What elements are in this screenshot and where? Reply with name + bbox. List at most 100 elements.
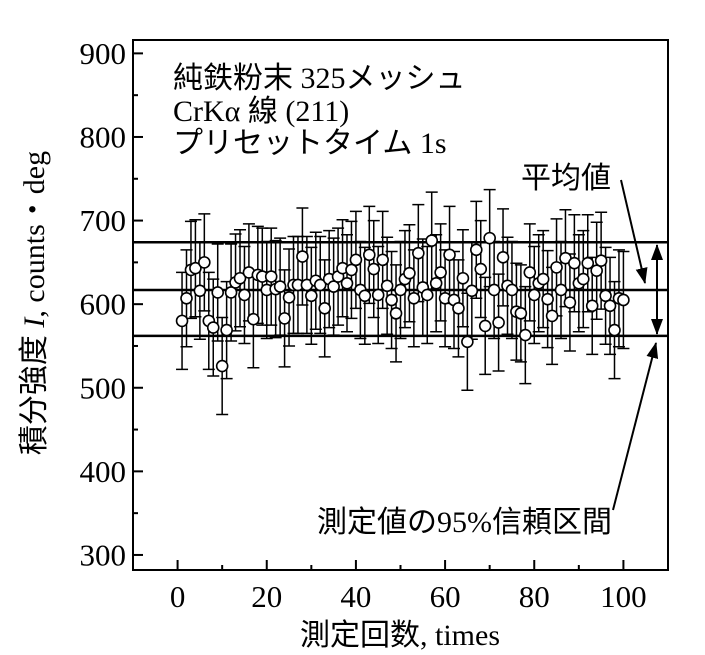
data-point bbox=[394, 283, 407, 297]
y-axis-label-unit: , counts・deg bbox=[18, 151, 51, 318]
data-point bbox=[443, 248, 456, 262]
data-point bbox=[367, 262, 381, 276]
data-point bbox=[215, 359, 229, 373]
data-point bbox=[523, 266, 537, 279]
data-point bbox=[376, 253, 389, 267]
mean-arrow bbox=[620, 179, 648, 284]
data-point bbox=[313, 278, 327, 292]
y-axis-label: 積分強度 I, counts・deg bbox=[18, 151, 51, 455]
y-tick-label: 900 bbox=[80, 36, 127, 71]
data-point bbox=[536, 272, 550, 286]
data-point bbox=[224, 286, 238, 299]
y-tick-label: 700 bbox=[80, 203, 127, 238]
mean-label: 平均値 bbox=[521, 162, 611, 195]
data-point bbox=[519, 328, 532, 342]
data-point bbox=[385, 293, 398, 307]
data-point bbox=[420, 288, 434, 302]
data-point bbox=[211, 286, 225, 299]
data-point bbox=[340, 276, 354, 290]
data-point bbox=[563, 296, 577, 309]
y-tick-label: 500 bbox=[80, 370, 127, 405]
data-point bbox=[478, 319, 492, 333]
data-point bbox=[278, 312, 291, 325]
data-point bbox=[487, 283, 501, 297]
y-axis-label-symbol: I bbox=[18, 316, 51, 329]
confidence-interval-label: 測定値の95%信頼区間 bbox=[317, 506, 612, 539]
y-tick-label: 300 bbox=[80, 537, 127, 572]
data-point bbox=[585, 299, 599, 313]
data-point bbox=[349, 253, 363, 267]
data-point bbox=[554, 283, 568, 297]
data-point bbox=[206, 321, 220, 334]
x-axis: 0 20 40 60 80 100 bbox=[170, 560, 647, 614]
y-tick-label: 800 bbox=[80, 119, 127, 154]
data-point bbox=[362, 248, 376, 262]
data-point bbox=[545, 309, 559, 323]
data-point bbox=[576, 272, 590, 286]
data-point bbox=[371, 288, 385, 302]
data-point bbox=[456, 271, 470, 285]
data-point bbox=[425, 234, 439, 247]
confidence-interval-arrow bbox=[612, 342, 659, 511]
data-point bbox=[220, 323, 233, 337]
data-point bbox=[452, 302, 465, 315]
data-point bbox=[412, 246, 425, 260]
data-point bbox=[389, 307, 403, 320]
data-point bbox=[318, 302, 332, 315]
data-point bbox=[327, 280, 340, 293]
sample-annotation: 純鉄粉末 325メッシュ bbox=[173, 62, 466, 95]
data-point bbox=[193, 284, 207, 298]
data-point bbox=[461, 335, 474, 349]
data-point bbox=[492, 316, 505, 329]
y-axis-label-text: 積分強度 bbox=[18, 328, 51, 456]
data-point bbox=[282, 291, 296, 304]
data-point bbox=[483, 231, 496, 245]
x-tick-label: 20 bbox=[251, 579, 282, 614]
data-point bbox=[238, 288, 251, 302]
data-point bbox=[617, 293, 630, 307]
data-point bbox=[541, 292, 554, 306]
data-point bbox=[581, 256, 595, 270]
data-point bbox=[305, 289, 318, 303]
y-tick-label: 400 bbox=[80, 454, 127, 489]
data-point bbox=[180, 292, 193, 305]
data-point bbox=[247, 312, 260, 326]
data-point bbox=[603, 299, 617, 313]
y-tick-label: 600 bbox=[80, 287, 127, 322]
data-point bbox=[273, 280, 287, 293]
data-point bbox=[608, 323, 621, 337]
data-point bbox=[296, 250, 309, 263]
data-point bbox=[514, 307, 528, 320]
data-point bbox=[568, 256, 581, 270]
preset-time-annotation: プリセットタイム 1s bbox=[173, 127, 447, 160]
data-point bbox=[474, 262, 488, 276]
data-point bbox=[380, 279, 394, 293]
data-point bbox=[594, 254, 608, 267]
data-point bbox=[233, 271, 247, 285]
data-point bbox=[599, 289, 612, 303]
data-point bbox=[505, 283, 519, 297]
data-point bbox=[358, 289, 372, 303]
data-point bbox=[189, 261, 202, 275]
x-axis-label: 測定回数, times bbox=[300, 619, 500, 652]
data-point bbox=[407, 292, 421, 305]
data-point bbox=[345, 263, 358, 277]
data-point bbox=[403, 266, 416, 280]
data-point bbox=[175, 314, 189, 328]
radiation-annotation: CrKα 線 (211) bbox=[173, 95, 349, 128]
data-point bbox=[496, 251, 510, 264]
data-point bbox=[429, 276, 443, 290]
x-tick-label: 0 bbox=[170, 579, 186, 614]
data-point bbox=[465, 284, 479, 298]
data-point bbox=[198, 256, 211, 269]
error-bars bbox=[176, 188, 630, 416]
data-point bbox=[590, 264, 603, 278]
data-point bbox=[264, 270, 278, 283]
data-point bbox=[550, 261, 563, 274]
data-point bbox=[434, 266, 447, 279]
data-point bbox=[469, 243, 483, 257]
y-axis: 300 400 500 600 700 800 900 bbox=[80, 36, 143, 572]
x-tick-label: 80 bbox=[519, 579, 550, 614]
x-tick-label: 40 bbox=[340, 579, 371, 614]
